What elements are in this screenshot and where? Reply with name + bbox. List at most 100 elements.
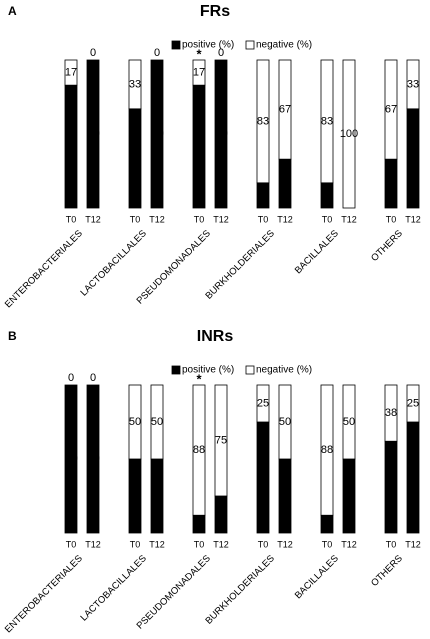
value-label: 12 bbox=[195, 519, 204, 528]
bar-segment bbox=[256, 59, 270, 184]
value-label: 0 bbox=[90, 47, 96, 59]
value-label: 67 bbox=[279, 103, 291, 115]
bar-segment bbox=[278, 59, 292, 160]
value-label: 88 bbox=[193, 444, 205, 456]
group-label: ENTEROBACTERIALES bbox=[3, 553, 85, 635]
group-label: OTHERS bbox=[369, 228, 405, 264]
x-tick-label: T12 bbox=[341, 214, 357, 224]
bar-segment bbox=[278, 384, 292, 460]
value-label: 50 bbox=[131, 491, 140, 500]
bar-segment bbox=[128, 384, 142, 460]
x-tick-label: T0 bbox=[66, 539, 77, 549]
x-tick-label: T12 bbox=[213, 539, 229, 549]
bar-segment bbox=[214, 384, 228, 497]
value-label: 62 bbox=[387, 482, 396, 491]
x-tick-label: T0 bbox=[258, 214, 269, 224]
group-label: PSEUDOMONADALES bbox=[135, 553, 213, 631]
legend-label: negative (%) bbox=[256, 40, 312, 51]
bar-segment bbox=[406, 384, 420, 423]
value-label: 33 bbox=[281, 179, 290, 188]
bar-segment bbox=[256, 384, 270, 423]
bar-segment bbox=[64, 59, 78, 86]
x-tick-label: T0 bbox=[386, 214, 397, 224]
bar-segment bbox=[86, 59, 100, 209]
value-label: 83 bbox=[321, 115, 333, 127]
x-tick-label: T0 bbox=[194, 214, 205, 224]
group-label: ENTEROBACTERIALES bbox=[3, 228, 85, 310]
legend-swatch bbox=[171, 40, 181, 50]
x-tick-label: T12 bbox=[277, 539, 293, 549]
value-label: 17 bbox=[323, 191, 332, 200]
group-label: BURKHOLDERIALES bbox=[203, 553, 276, 626]
value-label: 0 bbox=[218, 47, 224, 59]
value-label: 25 bbox=[257, 397, 269, 409]
chart-title: FRs bbox=[200, 3, 230, 20]
x-tick-label: T0 bbox=[130, 539, 141, 549]
value-label: 0 bbox=[68, 372, 74, 384]
value-label: 75 bbox=[259, 473, 268, 482]
value-label: 100 bbox=[86, 454, 100, 463]
x-tick-label: T0 bbox=[194, 539, 205, 549]
value-label: 0 bbox=[154, 47, 160, 59]
bar-segment bbox=[192, 59, 206, 86]
value-label: 100 bbox=[150, 129, 164, 138]
bar-segment bbox=[86, 384, 100, 534]
group-label: PSEUDOMONADALES bbox=[135, 228, 213, 306]
bar-segment bbox=[320, 384, 334, 516]
value-label: 67 bbox=[409, 154, 418, 163]
x-tick-label: T0 bbox=[130, 214, 141, 224]
bar-segment bbox=[214, 59, 228, 209]
bar-segment bbox=[150, 384, 164, 460]
value-label: 33 bbox=[129, 78, 141, 90]
value-label: 100 bbox=[214, 129, 228, 138]
value-label: 0 bbox=[90, 372, 96, 384]
panel-label: A bbox=[8, 4, 17, 18]
group-label: OTHERS bbox=[369, 553, 405, 589]
x-tick-label: T12 bbox=[149, 539, 165, 549]
value-label: 83 bbox=[67, 142, 76, 151]
bar-segment bbox=[64, 384, 78, 534]
bar-segment bbox=[192, 384, 206, 516]
x-tick-label: T12 bbox=[341, 539, 357, 549]
value-label: 17 bbox=[259, 191, 268, 200]
x-tick-label: T0 bbox=[322, 539, 333, 549]
value-label: 25 bbox=[217, 510, 226, 519]
value-label: 75 bbox=[409, 473, 418, 482]
value-label: 25 bbox=[407, 397, 419, 409]
panel-label: B bbox=[8, 329, 17, 343]
value-label: 75 bbox=[215, 434, 227, 446]
bar-segment bbox=[342, 59, 356, 209]
value-label: 50 bbox=[279, 416, 291, 428]
legend-label: positive (%) bbox=[182, 40, 234, 51]
x-tick-label: T0 bbox=[66, 214, 77, 224]
value-label: 67 bbox=[385, 103, 397, 115]
legend-label: negative (%) bbox=[256, 365, 312, 376]
annotation: * bbox=[196, 46, 202, 61]
bar-segment bbox=[384, 59, 398, 160]
value-label: 33 bbox=[387, 179, 396, 188]
value-label: 12 bbox=[323, 519, 332, 528]
x-tick-label: T0 bbox=[322, 214, 333, 224]
legend-swatch bbox=[245, 40, 255, 50]
value-label: 83 bbox=[195, 142, 204, 151]
value-label: 100 bbox=[86, 129, 100, 138]
value-label: 83 bbox=[257, 115, 269, 127]
group-label: BACILLALES bbox=[293, 228, 341, 276]
value-label: 67 bbox=[131, 154, 140, 163]
value-label: 50 bbox=[151, 416, 163, 428]
x-tick-label: T0 bbox=[258, 539, 269, 549]
value-label: 88 bbox=[321, 444, 333, 456]
value-label: 17 bbox=[193, 66, 205, 78]
value-label: 100 bbox=[64, 454, 78, 463]
group-label: BACILLALES bbox=[293, 553, 341, 601]
value-label: 50 bbox=[345, 491, 354, 500]
bar-segment bbox=[384, 384, 398, 442]
x-tick-label: T12 bbox=[85, 539, 101, 549]
x-tick-label: T12 bbox=[277, 214, 293, 224]
value-label: 50 bbox=[153, 491, 162, 500]
legend-swatch bbox=[171, 365, 181, 375]
bar-segment bbox=[406, 59, 420, 110]
x-tick-label: T12 bbox=[213, 214, 229, 224]
chart-title: INRs bbox=[197, 328, 234, 345]
